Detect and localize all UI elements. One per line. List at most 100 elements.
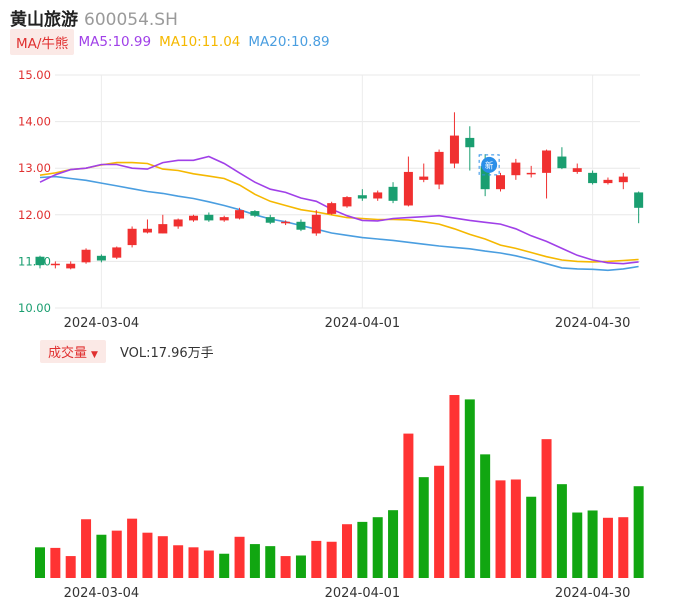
volume-bar bbox=[495, 480, 506, 578]
candle-body bbox=[588, 172, 598, 184]
volume-bar bbox=[96, 534, 107, 578]
price-tick-label: 12.00 bbox=[18, 208, 51, 222]
price-date-label: 2024-04-01 bbox=[325, 316, 401, 331]
candlestick-series bbox=[35, 112, 644, 270]
candle-body bbox=[465, 137, 475, 148]
ma-legend: MA/牛熊 MA5:10.99 MA10:11.04 MA20:10.89 bbox=[10, 29, 334, 55]
ma5-line bbox=[39, 155, 639, 265]
candle bbox=[265, 214, 275, 225]
candle-body bbox=[388, 186, 398, 201]
candle bbox=[542, 149, 552, 199]
candle-body bbox=[142, 228, 152, 233]
volume-date-labels: 2024-03-04 2024-04-01 2024-04-30 bbox=[64, 586, 631, 601]
volume-bar bbox=[142, 532, 153, 578]
volume-bars bbox=[35, 395, 644, 578]
volume-bar bbox=[342, 524, 352, 578]
candle-body bbox=[296, 221, 306, 230]
volume-bar bbox=[464, 399, 475, 578]
volume-bar bbox=[81, 519, 92, 578]
volume-bar bbox=[633, 486, 644, 578]
marker-frame bbox=[478, 154, 500, 176]
candle-body bbox=[66, 263, 76, 269]
candle bbox=[342, 196, 352, 208]
ma20-line bbox=[39, 175, 639, 272]
price-tick-label: 15.00 bbox=[18, 68, 51, 82]
candle-body bbox=[373, 192, 383, 199]
candle bbox=[189, 214, 198, 222]
stock-title: 黄山旅游 600054.SH bbox=[10, 5, 178, 30]
volume-bar bbox=[541, 439, 552, 578]
candle bbox=[66, 261, 76, 270]
volume-legend: 成交量 ▼ VOL:17.96万手 bbox=[40, 339, 214, 363]
candle-body bbox=[50, 263, 60, 266]
candle bbox=[142, 219, 152, 234]
volume-bar bbox=[556, 484, 567, 578]
candle-body bbox=[173, 219, 183, 227]
volume-bar bbox=[50, 547, 61, 578]
volume-bar bbox=[249, 544, 260, 578]
candle-body bbox=[219, 217, 229, 221]
marker-dot bbox=[481, 156, 498, 173]
candle bbox=[388, 182, 398, 204]
volume-bar bbox=[572, 512, 583, 578]
price-date-label: 2024-03-04 bbox=[64, 316, 140, 331]
candle bbox=[511, 158, 521, 180]
candle bbox=[127, 226, 137, 248]
volume-bar bbox=[234, 536, 245, 578]
candle bbox=[603, 177, 613, 185]
volume-bar bbox=[480, 454, 491, 578]
candle-body bbox=[311, 214, 321, 234]
volume-bar bbox=[65, 556, 76, 578]
volume-selector-label: 成交量 bbox=[48, 345, 88, 361]
volume-bar bbox=[449, 395, 460, 578]
candle-body bbox=[96, 255, 106, 261]
volume-bar bbox=[587, 510, 598, 578]
price-grid bbox=[55, 74, 640, 309]
candle bbox=[311, 210, 321, 236]
volume-bar bbox=[510, 479, 521, 578]
candle bbox=[112, 246, 122, 260]
candle bbox=[373, 190, 383, 201]
volume-bar bbox=[311, 540, 322, 578]
price-axis-labels: 15.00 14.00 13.00 12.00 11.00 10.00 bbox=[18, 68, 51, 315]
candle-body bbox=[542, 150, 552, 173]
volume-bar bbox=[280, 556, 291, 578]
candle-body bbox=[204, 214, 214, 221]
candle bbox=[419, 163, 429, 183]
candle-body bbox=[189, 215, 198, 221]
ma20-value: MA20:10.89 bbox=[248, 34, 330, 50]
volume-bar bbox=[372, 517, 383, 578]
candle-body bbox=[526, 172, 536, 175]
news-marker[interactable]: 新 bbox=[478, 154, 500, 176]
ma-selector[interactable]: MA/牛熊 bbox=[10, 29, 75, 55]
candle bbox=[296, 219, 306, 232]
candle bbox=[96, 254, 106, 263]
volume-bar bbox=[403, 433, 414, 578]
candle bbox=[50, 261, 60, 269]
volume-bar bbox=[35, 547, 45, 578]
candle bbox=[357, 189, 367, 201]
candle bbox=[449, 112, 459, 169]
candle-body bbox=[281, 221, 291, 224]
volume-bar bbox=[188, 547, 199, 578]
caret-down-icon: ▼ bbox=[91, 349, 98, 360]
volume-bar bbox=[602, 517, 613, 578]
candle-body bbox=[342, 197, 352, 207]
volume-bar bbox=[418, 477, 429, 578]
candle-body bbox=[434, 151, 444, 185]
volume-bar bbox=[295, 555, 306, 578]
candle bbox=[327, 201, 337, 215]
candle bbox=[618, 172, 628, 190]
candle bbox=[158, 214, 168, 234]
stock-name: 黄山旅游 bbox=[10, 10, 78, 30]
candle-body bbox=[250, 211, 260, 216]
volume-date-label: 2024-04-30 bbox=[555, 586, 631, 601]
price-date-label: 2024-04-30 bbox=[555, 316, 631, 331]
candle-body bbox=[449, 135, 459, 164]
candle-body bbox=[603, 179, 613, 184]
stock-code: 600054.SH bbox=[84, 10, 178, 30]
volume-date-label: 2024-03-04 bbox=[64, 586, 140, 601]
volume-selector[interactable]: 成交量 ▼ bbox=[40, 339, 106, 363]
ma10-line bbox=[39, 161, 639, 263]
volume-bar bbox=[618, 517, 629, 578]
